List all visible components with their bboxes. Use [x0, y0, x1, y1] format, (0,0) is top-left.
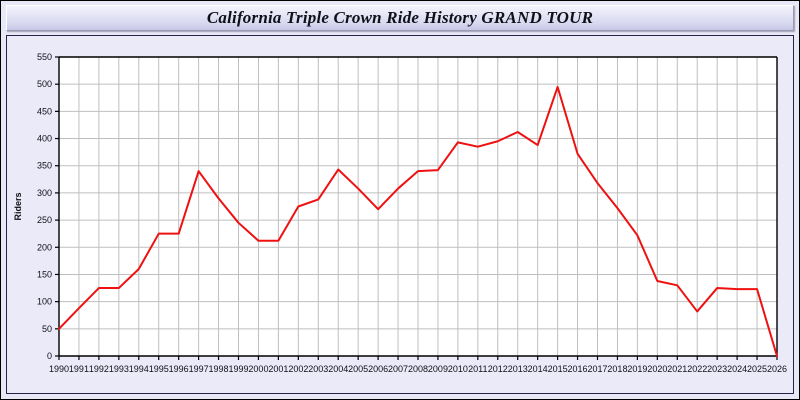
y-tick-label: 150: [37, 269, 52, 279]
chart-canvas: 0 50 100 150 200 250 300 350 400 450 500 550 1990 19…: [6, 35, 794, 394]
x-tick-label: 2014: [528, 364, 548, 374]
x-axis-tick-labels: 1990 1991 1992 1993 1994 1995 1996 1997 1998 1999…: [49, 364, 787, 374]
x-tick-label: 2025: [747, 364, 767, 374]
x-tick-label: 2021: [667, 364, 687, 374]
y-tick-label: 400: [37, 134, 52, 144]
page-title: California Triple Crown Ride History GRA…: [206, 8, 594, 27]
y-tick-label: 50: [42, 324, 52, 334]
x-tick-label: 2015: [548, 364, 568, 374]
y-tick-label: 200: [37, 242, 52, 252]
x-tick-label: 2007: [388, 364, 408, 374]
x-tick-label: 1997: [189, 364, 209, 374]
x-tick-label: 2019: [627, 364, 647, 374]
window-title-bar: California Triple Crown Ride History GRA…: [6, 5, 794, 31]
x-tick-label: 2005: [348, 364, 368, 374]
x-tick-label: 2002: [288, 364, 308, 374]
x-tick-label: 2011: [468, 364, 487, 374]
x-tick-label: 1996: [169, 364, 189, 374]
y-tick-label: 0: [47, 351, 52, 361]
x-tick-label: 2024: [727, 364, 747, 374]
x-tick-label: 2010: [448, 364, 468, 374]
x-tick-label: 1994: [129, 364, 149, 374]
y-tick-label: 100: [37, 297, 52, 307]
x-tick-label: 2009: [428, 364, 448, 374]
x-tick-label: 2026: [767, 364, 787, 374]
y-tick-label: 300: [37, 188, 52, 198]
y-tick-label: 450: [37, 106, 52, 116]
x-tick-label: 2003: [308, 364, 328, 374]
x-tick-label: 2022: [687, 364, 707, 374]
y-axis-title-label: Riders: [13, 192, 23, 220]
x-tick-label: 2017: [587, 364, 607, 374]
x-tick-label: 1995: [149, 364, 169, 374]
x-tick-label: 1993: [109, 364, 129, 374]
y-tick-label: 550: [37, 52, 52, 62]
data-series-riders: [58, 85, 778, 357]
x-tick-label: 1991: [69, 364, 89, 374]
x-tick-label: 2013: [508, 364, 528, 374]
x-tick-label: 2023: [707, 364, 727, 374]
y-tick-label: 350: [37, 161, 52, 171]
x-tick-label: 1992: [89, 364, 109, 374]
x-tick-label: 2004: [328, 364, 348, 374]
y-tick-label: 500: [37, 79, 52, 89]
x-tick-label: 2018: [607, 364, 627, 374]
x-tick-label: 2001: [268, 364, 288, 374]
axis-ticks: [55, 56, 778, 360]
y-axis-title: Riders: [13, 192, 23, 220]
x-tick-label: 1999: [228, 364, 248, 374]
x-tick-label: 1998: [209, 364, 229, 374]
x-tick-label: 2006: [368, 364, 388, 374]
x-tick-label: 2016: [568, 364, 588, 374]
x-tick-label: 2012: [488, 364, 508, 374]
x-tick-label: 2020: [647, 364, 667, 374]
x-tick-label: 1990: [49, 364, 69, 374]
x-tick-label: 2000: [248, 364, 268, 374]
x-tick-label: 2008: [408, 364, 428, 374]
y-tick-label: 250: [37, 215, 52, 225]
y-axis-tick-labels: 0 50 100 150 200 250 300 350 400 450 500 550: [37, 52, 52, 361]
series-line-riders: [58, 85, 778, 357]
